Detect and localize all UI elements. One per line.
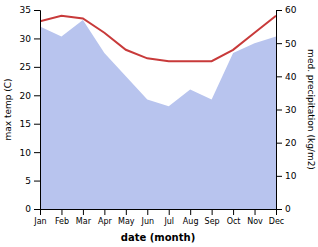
tick-mark: [34, 38, 40, 39]
tick-mark: [147, 209, 148, 215]
tick-mark: [276, 209, 282, 210]
axis: Jan Feb Mar Apr May Jun Jul Aug Sep Oct Nov Dec: [33, 209, 284, 226]
tick: 30: [20, 34, 40, 44]
tick-label: 25: [20, 62, 31, 72]
tick-label: Jun: [141, 217, 155, 226]
tick-mark: [34, 67, 40, 68]
tick: Mar: [76, 209, 92, 226]
tick-label: Mar: [76, 217, 92, 226]
tick: 40: [276, 72, 297, 82]
tick-mark: [276, 76, 282, 77]
tick-label: Jan: [33, 217, 46, 226]
y-axis-title: max temp (C): [3, 78, 13, 140]
tick-mark: [34, 152, 40, 153]
tick: Jan: [33, 209, 46, 226]
tick: 50: [276, 39, 297, 49]
tick-label: 5: [25, 176, 31, 186]
tick-label: Oct: [227, 217, 241, 226]
tick: 0: [276, 204, 291, 214]
tick: Aug: [183, 209, 199, 226]
tick: 10: [20, 148, 40, 158]
tick-mark: [34, 124, 40, 125]
tick: Sep: [205, 209, 220, 226]
tick-mark: [212, 209, 213, 215]
tick-label: 20: [285, 138, 297, 148]
chart: JanFebMarAprMayJunJulAugSepOctNovDec0510…: [0, 0, 318, 247]
axis-line: [34, 11, 41, 210]
tick-mark: [255, 209, 256, 215]
tick-mark: [276, 110, 282, 111]
tick-label: May: [118, 217, 135, 226]
tick-label: 40: [285, 72, 297, 82]
tick: Jul: [163, 209, 174, 226]
tick-label: 60: [285, 5, 297, 15]
tick-mark: [276, 176, 282, 177]
tick-label: Feb: [55, 217, 69, 226]
tick-mark: [190, 209, 191, 215]
axis-line: [277, 11, 283, 210]
tick-label: Sep: [205, 217, 220, 226]
tick: Feb: [55, 209, 69, 226]
tick-label: 15: [20, 119, 31, 129]
tick: 20: [20, 91, 40, 101]
axis-line: [41, 210, 277, 216]
axis: 0 5 10 15 20 25 30 35: [20, 5, 41, 214]
tick-label: Apr: [98, 217, 113, 226]
tick-mark: [276, 43, 282, 44]
tick: 0: [25, 204, 40, 214]
tick: 60: [276, 5, 297, 15]
tick-label: 30: [285, 105, 297, 115]
tick: 25: [20, 62, 40, 72]
tick-label: 35: [20, 5, 31, 15]
tick-mark: [126, 209, 127, 215]
tick: Dec: [269, 209, 284, 226]
tick: May: [118, 209, 135, 226]
tick: Jun: [141, 209, 155, 226]
tick-mark: [83, 209, 84, 215]
tick-label: Dec: [269, 217, 284, 226]
tick-mark: [34, 95, 40, 96]
tick: 30: [276, 105, 297, 115]
plot-area: JanFebMarAprMayJunJulAugSepOctNovDec0510…: [20, 5, 297, 225]
tick-mark: [34, 181, 40, 182]
axis: 0 10 20 30 40 50 60: [276, 5, 297, 214]
tick: Apr: [98, 209, 113, 226]
line: [40, 16, 276, 61]
tick-label: 50: [285, 39, 297, 49]
tick: 5: [25, 176, 40, 186]
tick-mark: [34, 10, 40, 11]
tick-mark: [276, 10, 282, 11]
marks: [40, 16, 276, 209]
tick-label: Jul: [163, 217, 174, 226]
tick: 10: [276, 171, 297, 181]
area: [40, 20, 276, 209]
tick-label: Aug: [183, 217, 199, 226]
tick-label: 10: [20, 148, 32, 158]
tick: 15: [20, 119, 40, 129]
tick-label: 20: [20, 91, 32, 101]
tick-mark: [61, 209, 62, 215]
tick-mark: [233, 209, 234, 215]
tick-label: 30: [20, 34, 32, 44]
tick-mark: [104, 209, 105, 215]
tick-mark: [169, 209, 170, 215]
tick: 35: [20, 5, 40, 15]
tick-label: 10: [285, 171, 297, 181]
tick: 20: [276, 138, 297, 148]
tick-label: Nov: [247, 217, 263, 226]
tick: Oct: [227, 209, 241, 226]
tick-label: 0: [285, 204, 291, 214]
tick-label: 0: [25, 204, 31, 214]
x-axis-title: date (month): [121, 232, 195, 243]
y2-axis-title: med. precipitation (kg/m2): [306, 49, 316, 170]
tick-mark: [34, 209, 40, 210]
tick: Nov: [247, 209, 263, 226]
tick-mark: [276, 143, 282, 144]
